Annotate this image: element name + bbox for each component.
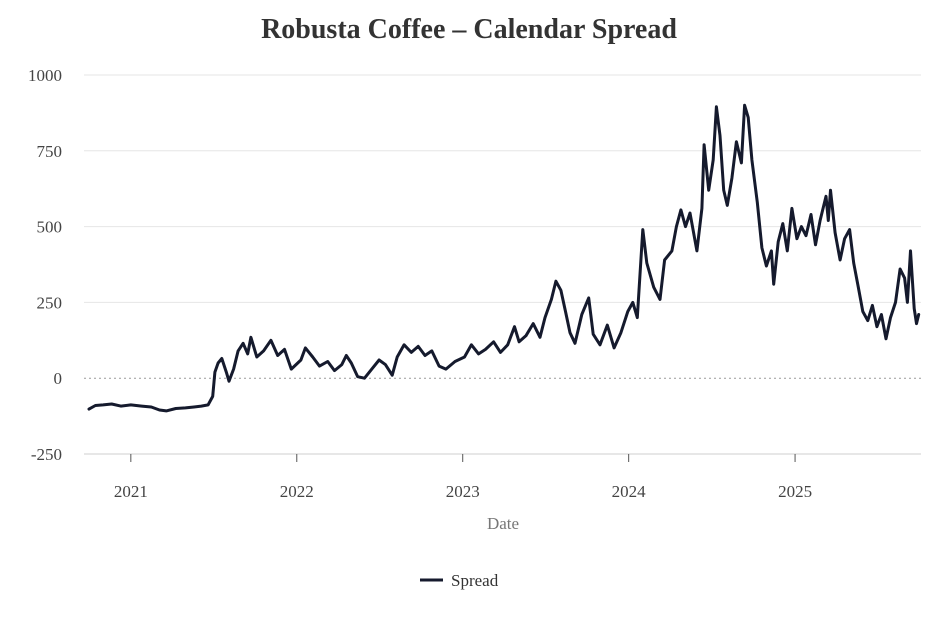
series-line-spread — [87, 103, 921, 413]
grid-layer — [84, 74, 921, 455]
chart-title: Robusta Coffee – Calendar Spread — [261, 14, 677, 45]
x-axis-title: Date — [487, 514, 519, 533]
x-axis: 2021 2022 2023 2024 2025 — [114, 454, 812, 501]
y-tick-label: 500 — [37, 218, 63, 237]
x-tick-label: 2024 — [612, 482, 647, 501]
y-tick-label: 750 — [37, 142, 63, 161]
x-tick-label: 2023 — [446, 482, 480, 501]
x-tick-label: 2022 — [280, 482, 314, 501]
y-tick-label: -250 — [31, 445, 62, 464]
x-tick-label: 2025 — [778, 482, 812, 501]
legend[interactable]: Spread — [420, 571, 499, 590]
series-layer — [87, 103, 921, 413]
y-tick-label: 250 — [37, 293, 63, 312]
legend-label-spread: Spread — [451, 571, 499, 590]
y-tick-label: 0 — [54, 369, 63, 388]
x-tick-label: 2021 — [114, 482, 148, 501]
y-axis: 1000 750 500 250 0 -250 — [28, 66, 62, 464]
y-tick-label: 1000 — [28, 66, 62, 85]
